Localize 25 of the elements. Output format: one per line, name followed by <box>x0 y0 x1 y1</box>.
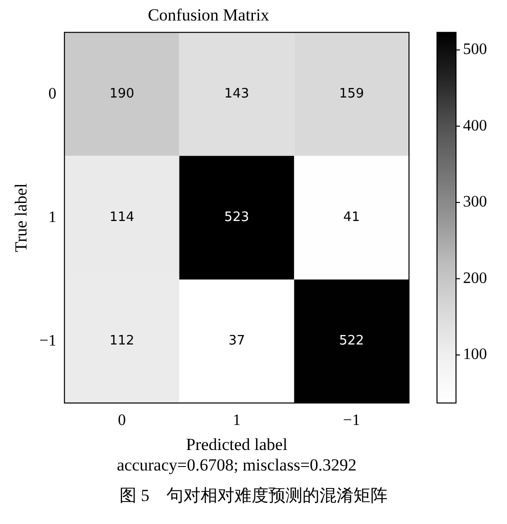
x-tick-label: 0 <box>118 412 126 429</box>
color-bar-label: 300 <box>463 194 487 211</box>
x-tick-label: 1 <box>232 412 241 429</box>
caption: 图 5 句对相对难度预测的混淆矩阵 <box>118 485 388 507</box>
y-tick-label: 0 <box>48 85 56 102</box>
text: accuracy=0.6708; misclass=0.3292 <box>116 455 357 474</box>
data-label: 114 <box>109 210 134 226</box>
color-bar-label: 500 <box>463 41 487 58</box>
x-axis-title: Predicted label <box>186 434 288 454</box>
data-label: 41 <box>343 210 360 226</box>
color-bar-label: 400 <box>463 117 487 134</box>
y-axis-title: True label <box>12 183 31 252</box>
color-bar-label: 100 <box>463 346 487 364</box>
x-tick-label: −1 <box>343 412 360 429</box>
y-tick-label: 1 <box>48 208 56 226</box>
chart-title: Confusion Matrix <box>148 6 270 25</box>
data-label: 143 <box>224 86 250 102</box>
data-label: 190 <box>109 86 134 102</box>
data-label: 522 <box>339 334 364 349</box>
data-label: 159 <box>339 86 364 102</box>
data-label: 112 <box>109 334 134 349</box>
y-tick-label: −1 <box>39 332 56 350</box>
color-bar-label: 200 <box>463 270 487 287</box>
data-label: 523 <box>224 210 250 226</box>
data-label: 37 <box>228 334 245 349</box>
